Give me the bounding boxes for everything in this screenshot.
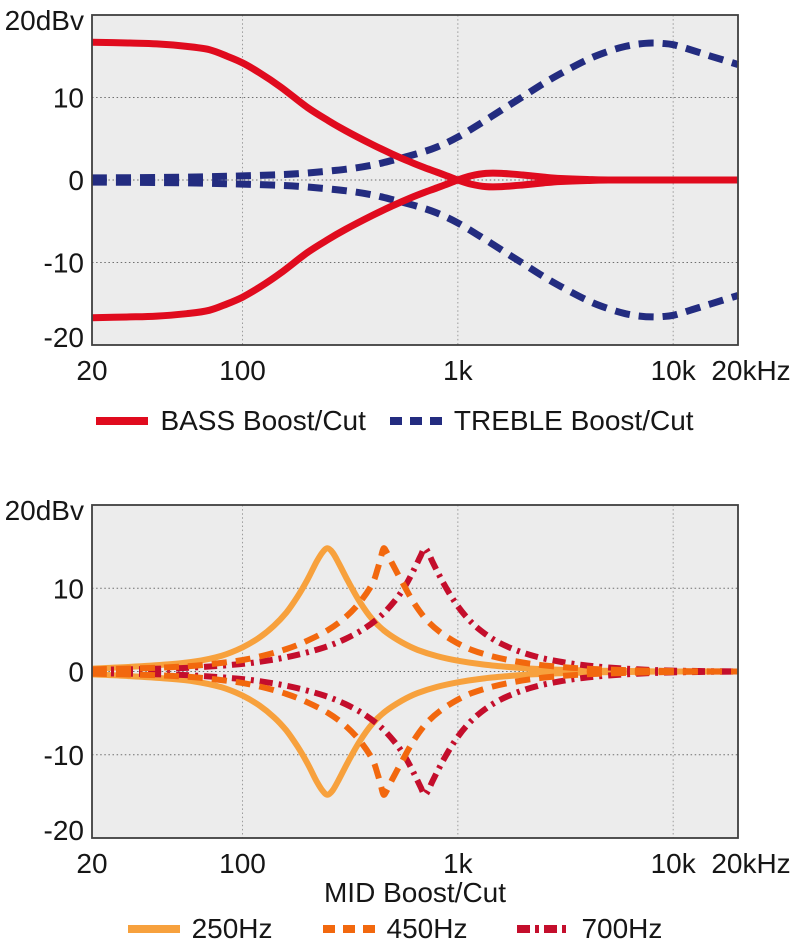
700hz-line-swatch: [517, 925, 570, 933]
plot-border: [91, 14, 739, 346]
y-tick-10: -10: [44, 740, 84, 771]
bass-boost-cut-line-swatch: [96, 417, 149, 425]
curve-treble-boost: [91, 39, 740, 182]
x-tick-10k: 10k: [651, 355, 697, 386]
legend-label-700hz: 700Hz: [581, 913, 663, 944]
legend-item-treble-boost-cut: TREBLE Boost/Cut: [389, 405, 694, 437]
x-tick-100: 100: [219, 848, 266, 879]
y-tick-10: -10: [44, 248, 84, 279]
x-tick-20: 20: [76, 848, 107, 879]
x-tick-10k: 10k: [651, 848, 697, 879]
curve-700hz-boost: [91, 545, 739, 675]
curve-bass-boost: [91, 38, 738, 191]
y-tick-0: 0: [68, 165, 84, 196]
mid-xlabel: MID Boost/Cut: [323, 877, 507, 908]
x-tick-20khz: 20kHz: [711, 848, 790, 879]
curve-treble-cut: [91, 178, 740, 321]
legend-item-450hz: 450Hz: [322, 913, 468, 945]
curve-250hz-cut: [91, 668, 739, 798]
y-tick-20dbv: 20dBv: [5, 5, 84, 36]
legend-label-250hz: 250Hz: [191, 913, 273, 944]
x-tick-100: 100: [219, 355, 266, 386]
curve-bass-cut: [91, 169, 738, 322]
mid-legend: 250Hz 450Hz 700Hz: [0, 909, 790, 949]
450hz-line-swatch: [322, 925, 375, 933]
y-tick-20: -20: [44, 322, 84, 353]
x-tick-1k: 1k: [443, 848, 474, 879]
curve-450hz-boost: [91, 545, 739, 675]
legend-item-bass-boost-cut: BASS Boost/Cut: [96, 405, 366, 437]
curve-450hz-cut: [91, 668, 739, 798]
legend-label-bass-boost-cut: BASS Boost/Cut: [160, 405, 366, 436]
bass-treble-legend: BASS Boost/Cut TREBLE Boost/Cut: [0, 398, 790, 444]
y-tick-20dbv: 20dBv: [5, 495, 84, 526]
x-tick-20: 20: [76, 355, 107, 386]
treble-boost-cut-line-swatch: [389, 417, 442, 425]
curve-700hz-cut: [91, 668, 739, 798]
curve-250hz-boost: [91, 545, 739, 675]
x-tick-20khz: 20kHz: [711, 355, 790, 386]
plot-border: [91, 504, 739, 839]
250hz-line-swatch: [127, 925, 180, 933]
legend-label-treble-boost-cut: TREBLE Boost/Cut: [453, 405, 694, 436]
legend-label-450hz: 450Hz: [386, 913, 468, 944]
legend-item-250hz: 250Hz: [127, 913, 273, 945]
y-tick-0: 0: [68, 657, 84, 688]
y-tick-10: 10: [53, 83, 84, 114]
y-tick-10: 10: [53, 573, 84, 604]
legend-item-700hz: 700Hz: [517, 913, 662, 945]
x-tick-1k: 1k: [443, 355, 474, 386]
y-tick-20: -20: [44, 815, 84, 846]
